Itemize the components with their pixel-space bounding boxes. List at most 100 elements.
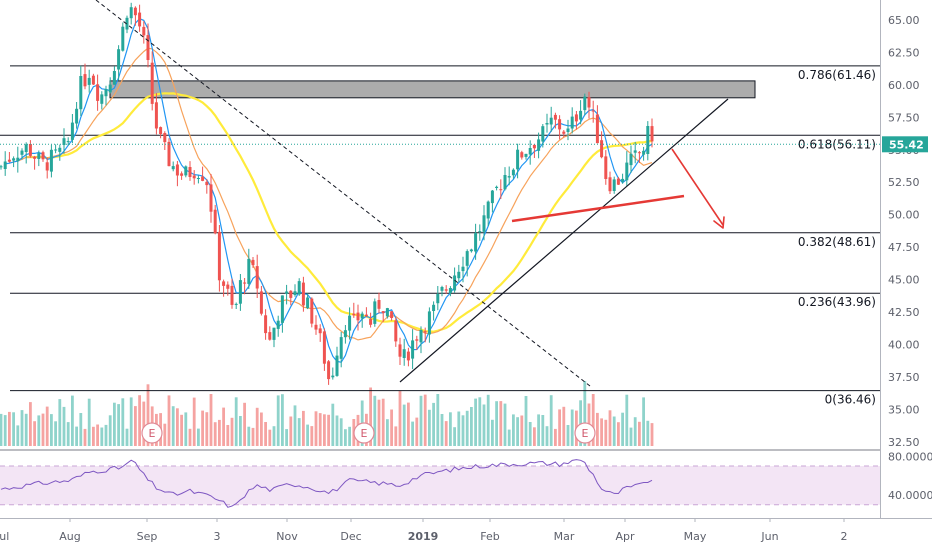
volume-bar [3,415,7,446]
volume-bar [96,424,99,446]
time-axis-tick: Mar [554,530,575,543]
time-axis-tick: Dec [340,530,361,543]
candle-body [112,71,116,85]
fib-level-label: 0.382(48.61) [798,235,876,249]
candle-body [524,153,528,157]
earnings-marker-circle [141,422,163,444]
volume-bar [255,407,259,446]
candle-body [348,315,352,331]
candle-body [591,110,595,112]
volume-bar [608,410,612,446]
time-axis-tick: 2019 [408,530,439,543]
volume-bar [12,412,15,446]
candle-body [108,84,112,93]
candle-body [385,308,389,317]
volume-bar [188,428,192,446]
price-axis-tick: 62.50 [888,46,920,59]
candle-body [20,150,24,155]
volume-bar [596,412,599,446]
volume-bar [41,413,45,446]
red-trendline [511,194,685,223]
volume-bar [528,422,532,446]
volume-bar [58,399,62,446]
candle-body [457,271,461,279]
volume-bar [251,427,255,446]
volume-bar [499,401,503,446]
candle-body [474,233,478,252]
candle-body [280,295,284,323]
candle-body [87,77,91,85]
volume-bar [415,417,419,446]
projection-arrow-head [713,216,725,229]
volume-bar [579,400,582,446]
volume-bar [444,421,448,446]
volume-bar [33,421,36,446]
resistance-zone [109,80,756,99]
volume-bar [386,419,389,446]
volume-bar [272,426,276,446]
volume-bar [335,415,339,446]
price-axis-tick: 42.50 [888,306,920,319]
resistance-zone-box [109,80,756,99]
candle-body [625,162,629,181]
volume-bar [486,394,490,446]
candle-body [222,281,226,286]
volume-bar [436,394,440,446]
projection-arrow-shaft [671,148,724,226]
volume-bar [394,426,398,446]
volume-bar [478,397,482,446]
volume-bar [612,416,616,446]
candle-body [217,231,221,281]
volume-bar [297,418,301,446]
candle-body [503,175,507,190]
candle-body [83,74,87,87]
candle-body [264,315,268,334]
candle-body [390,311,394,318]
volume-bar [491,419,494,446]
volume-bar [306,424,309,446]
volume-bar [562,406,566,446]
volume-bar [369,387,372,446]
candle-body [436,294,440,304]
candle-body [398,344,402,357]
volume-bar [129,397,133,446]
volume-bar [583,381,587,446]
volume-bar [54,421,57,446]
volume-bar [0,413,3,446]
candle-body [117,49,121,70]
candle-body [297,281,301,295]
earnings-marker-circle [353,422,375,444]
volume-bar [339,418,343,446]
candle-body [520,152,524,158]
price-axis-tick: 50.00 [888,209,920,222]
volume-bar [268,429,272,446]
volume-bar [117,404,120,446]
candle-body [12,158,16,161]
price-axis-tick: 37.50 [888,371,920,384]
volume-bar [495,401,498,446]
volume-bar [209,394,213,446]
earnings-marker-label: E [149,427,156,440]
candle-body [478,231,482,233]
candle-body [574,114,578,122]
volume-bar [642,397,645,446]
candle-body [516,149,520,170]
volume-bar [503,403,507,446]
candle-body [272,327,276,340]
fib-level-label: 0.236(43.96) [798,295,876,309]
candle-body [129,7,133,19]
time-axis-tick: Sep [137,530,158,543]
volume-bar [507,429,511,446]
candle-body [79,76,83,110]
rsi-line [0,459,653,508]
candle-body [33,156,37,159]
volume-bar [50,414,53,446]
price-axis-tick: 65.00 [888,14,920,27]
candle-body [121,26,125,51]
volume-bar [45,406,49,446]
time-axis-tick: Aug [59,530,80,543]
candle-body [192,175,196,179]
